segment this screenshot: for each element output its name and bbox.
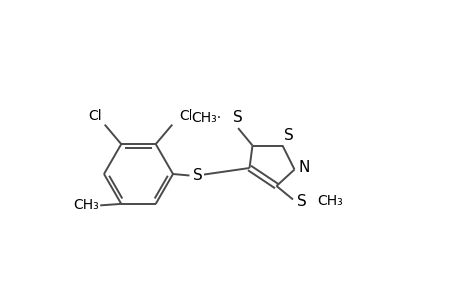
Text: S: S [283,128,293,142]
Text: CH₃: CH₃ [73,198,99,212]
Text: S: S [233,110,242,125]
Text: Cl: Cl [179,109,193,123]
Text: N: N [297,160,309,175]
Text: S: S [193,168,202,183]
Text: S: S [296,194,306,208]
Text: CH₃: CH₃ [316,194,342,208]
Text: CH₃·: CH₃· [191,111,221,125]
Text: Cl: Cl [88,109,101,123]
